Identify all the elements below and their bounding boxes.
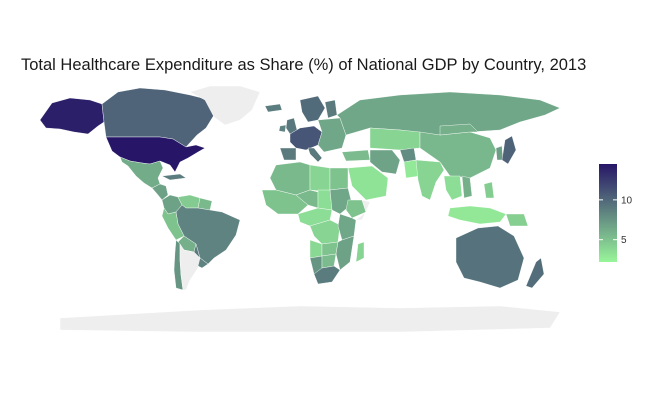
color-legend: 5 10	[599, 164, 633, 262]
region-egypt	[329, 167, 349, 191]
region-papua-new-guinea	[505, 213, 529, 227]
region-somalia	[355, 199, 371, 221]
region-central-america	[151, 183, 169, 201]
region-turkey	[341, 149, 371, 162]
region-chad	[317, 189, 333, 211]
region-philippines	[483, 181, 495, 199]
region-alaska	[39, 97, 105, 135]
region-iberia	[279, 147, 297, 161]
region-uruguay	[197, 257, 209, 269]
region-south-africa	[313, 265, 341, 285]
region-scandinavia	[299, 95, 326, 123]
region-greenland	[189, 85, 261, 126]
region-indonesia	[447, 205, 507, 225]
region-russia	[336, 91, 561, 136]
region-iceland	[264, 103, 283, 113]
legend-ticks: 5 10	[599, 195, 633, 246]
country-regions	[39, 85, 561, 333]
region-madagascar	[355, 241, 365, 263]
region-ethiopia	[345, 199, 367, 219]
region-antarctica	[59, 305, 561, 333]
region-libya	[309, 164, 331, 193]
region-australia	[455, 225, 525, 289]
region-saudi-arabia	[347, 165, 389, 201]
region-mozambique	[335, 235, 355, 271]
region-cuba	[161, 173, 187, 181]
region-paraguay	[193, 243, 201, 259]
region-italy	[307, 147, 323, 163]
region-india	[415, 159, 445, 201]
region-west-africa	[261, 189, 309, 215]
region-vietnam	[461, 175, 473, 199]
region-afghanistan	[399, 147, 417, 163]
region-angola	[309, 239, 323, 259]
region-southeast-asia	[443, 175, 463, 201]
region-argentina	[179, 243, 201, 291]
map-title: Total Healthcare Expenditure as Share (%…	[21, 56, 587, 74]
region-japan	[501, 135, 517, 165]
legend-tick-label: 10	[621, 195, 633, 206]
region-central-asia	[369, 127, 421, 151]
region-finland	[324, 99, 338, 119]
region-mongolia	[439, 123, 479, 136]
legend-tick-label: 5	[621, 235, 627, 246]
legend-color-bar	[599, 164, 617, 262]
region-new-zealand	[525, 257, 545, 289]
region-korea	[495, 145, 504, 161]
region-iran	[369, 149, 401, 175]
region-mexico	[119, 156, 164, 189]
region-ireland	[278, 124, 287, 133]
